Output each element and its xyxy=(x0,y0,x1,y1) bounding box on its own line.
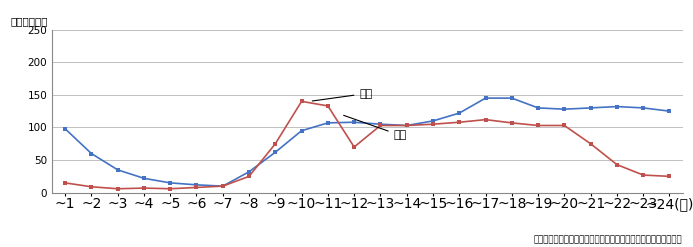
Text: 移動: 移動 xyxy=(344,115,407,140)
Text: 固定: 固定 xyxy=(313,88,373,101)
Text: （百万時間）: （百万時間） xyxy=(11,17,49,27)
Text: 総務省「トラヒックからみた我が国の通信利用状況」により作成: 総務省「トラヒックからみた我が国の通信利用状況」により作成 xyxy=(534,236,683,245)
